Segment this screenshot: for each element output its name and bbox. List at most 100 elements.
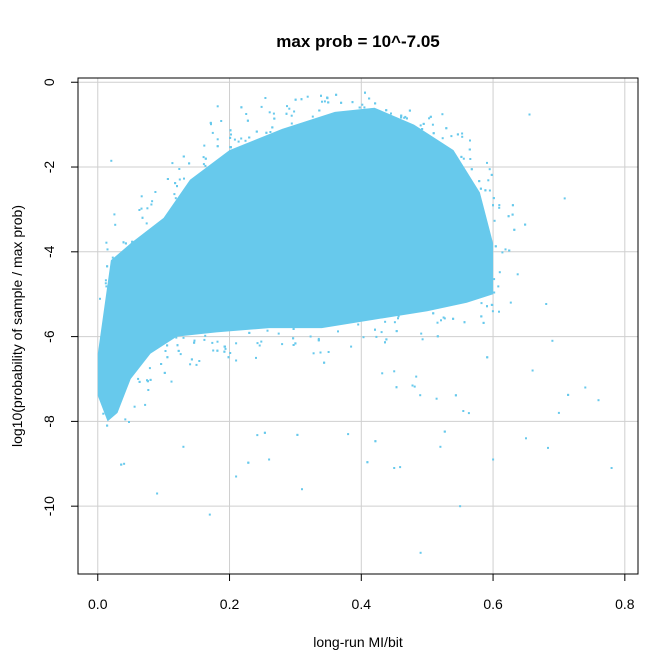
scatter-point (397, 317, 399, 320)
scatter-point (486, 161, 488, 164)
scatter-point (358, 106, 361, 109)
scatter-point (380, 331, 383, 334)
scatter-point (247, 461, 250, 464)
scatter-point (390, 112, 392, 115)
scatter-point (133, 405, 136, 408)
y-tick-label: 0 (41, 78, 57, 86)
scatter-point (321, 100, 323, 103)
scatter-point (120, 463, 123, 466)
scatter-point (144, 403, 147, 406)
scatter-point (456, 133, 459, 136)
scatter-point (323, 361, 326, 364)
scatter-point (179, 353, 182, 356)
outlier-point (525, 437, 527, 440)
scatter-point (504, 248, 507, 251)
scatter-point (309, 335, 312, 338)
x-tick-label: 0.4 (352, 596, 372, 612)
scatter-point (141, 216, 144, 219)
scatter-point (436, 335, 439, 338)
scatter-point (104, 279, 107, 282)
scatter-point (487, 179, 490, 182)
scatter-point (244, 139, 247, 142)
scatter-point (337, 330, 339, 333)
scatter-point (452, 317, 455, 320)
scatter-point (104, 282, 107, 285)
scatter-point (145, 222, 148, 225)
scatter-point (106, 265, 109, 268)
scatter-point (385, 109, 388, 112)
scatter-point (317, 337, 320, 340)
scatter-point (319, 351, 322, 354)
scatter-point (204, 334, 207, 337)
outlier-point (557, 411, 560, 414)
scatter-point (147, 389, 150, 391)
scatter-point (462, 410, 465, 412)
x-tick-label: 0.8 (615, 596, 635, 612)
scatter-point (248, 331, 251, 334)
y-tick-label: -4 (41, 245, 57, 258)
scatter-point (311, 115, 314, 118)
scatter-point (174, 182, 177, 185)
scatter-point (357, 323, 360, 326)
scatter-point (190, 358, 193, 361)
scatter-point (497, 285, 500, 288)
scatter-point (229, 136, 232, 139)
outlier-point (123, 462, 126, 465)
scatter-point (404, 115, 407, 118)
scatter-point (166, 178, 169, 180)
scatter-point (216, 138, 219, 141)
scatter-point (493, 278, 496, 281)
scatter-point (266, 329, 269, 332)
scatter-point (491, 310, 494, 313)
scatter-point (176, 344, 179, 347)
scatter-point (400, 114, 403, 117)
scatter-point (524, 223, 527, 226)
scatter-point (488, 189, 491, 192)
scatter-point (493, 219, 496, 222)
scatter-point (374, 102, 377, 105)
scatter-point (493, 291, 496, 294)
scatter-point (124, 242, 127, 245)
outlier-point (610, 467, 613, 469)
scatter-point (395, 330, 398, 333)
scatter-point (397, 315, 400, 318)
scatter-point (113, 213, 116, 216)
scatter-point (403, 116, 406, 119)
scatter-point (454, 394, 457, 397)
scatter-point (528, 113, 531, 116)
scatter-point (148, 367, 151, 370)
scatter-point (235, 359, 238, 362)
scatter-point (469, 158, 472, 160)
scatter-point (467, 412, 470, 415)
scatter-point (128, 421, 130, 423)
scatter-point (441, 137, 444, 140)
scatter-point (385, 338, 388, 341)
scatter-point (511, 213, 514, 216)
scatter-point (351, 101, 354, 104)
scatter-point (170, 380, 173, 383)
scatter-point (292, 337, 295, 340)
scatter-point (146, 207, 149, 210)
scatter-point (124, 418, 127, 421)
scatter-point (235, 342, 238, 345)
outlier-point (268, 458, 271, 461)
scatter-point (482, 321, 485, 324)
scatter-point (323, 100, 326, 103)
scatter-point (422, 122, 425, 125)
scatter-point (237, 140, 240, 143)
scatter-point (151, 200, 154, 203)
scatter-point (362, 336, 365, 339)
scatter-point (420, 332, 423, 335)
scatter-point (461, 135, 464, 138)
scatter-point (384, 320, 387, 323)
scatter-point (166, 356, 169, 359)
scatter-point (174, 197, 177, 200)
scatter-point (450, 135, 453, 138)
x-tick-label: 0.0 (88, 596, 108, 612)
scatter-point (340, 101, 343, 104)
scatter-point (547, 446, 549, 449)
scatter-point (461, 132, 464, 135)
scatter-point (399, 466, 402, 469)
scatter-point (363, 106, 366, 109)
outlier-point (492, 458, 495, 461)
